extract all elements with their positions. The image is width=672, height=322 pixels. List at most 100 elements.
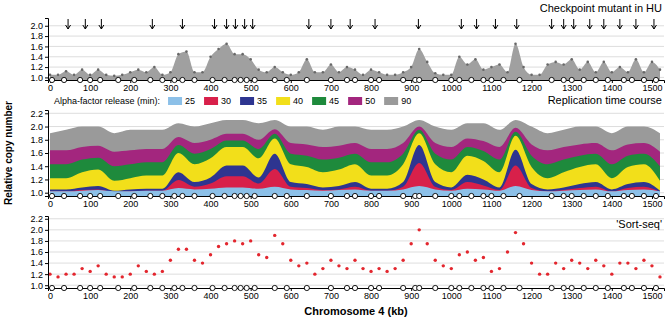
data-point <box>153 272 156 275</box>
data-point <box>193 71 196 74</box>
data-point <box>410 66 413 69</box>
origin-arrow <box>474 19 479 29</box>
origin-marker <box>621 285 626 290</box>
grid <box>48 219 664 285</box>
data-point <box>241 53 244 56</box>
data-point <box>145 270 148 273</box>
data-point <box>610 272 613 275</box>
grid-line <box>48 274 664 275</box>
x-tick-label: 1000 <box>442 199 462 209</box>
data-point <box>442 74 445 77</box>
data-point <box>161 74 164 77</box>
data-point <box>209 253 212 256</box>
x-tick-label: 900 <box>404 291 419 301</box>
y-tick: 1.6 <box>30 247 48 257</box>
origin-arrow <box>233 19 238 29</box>
x-tick-label: 400 <box>204 291 219 301</box>
origin-marker <box>78 285 83 290</box>
data-point <box>362 74 365 77</box>
origin-marker <box>232 285 237 290</box>
origin-marker <box>172 193 177 198</box>
data-point <box>402 71 405 74</box>
origin-marker <box>232 193 237 198</box>
origin-marker <box>88 77 93 82</box>
origin-arrow <box>587 19 592 29</box>
origin-marker <box>284 77 289 82</box>
data-point <box>65 70 68 73</box>
origin-marker <box>344 77 349 82</box>
grid-line <box>48 263 664 264</box>
x-tick-label: 700 <box>324 291 339 301</box>
data-point <box>627 71 630 74</box>
data-point <box>338 71 341 74</box>
y-tick: 2.0 <box>30 122 48 132</box>
data-point <box>121 275 124 278</box>
data-point <box>498 267 501 270</box>
origin-arrow <box>242 19 247 29</box>
origin-marker <box>148 193 153 198</box>
y-tick: 1.0 <box>30 281 48 291</box>
data-point <box>249 239 252 242</box>
origin-marker <box>517 193 522 198</box>
data-point <box>386 74 389 77</box>
y-tick-mark <box>45 67 48 68</box>
data-point <box>80 267 83 270</box>
origin-marker <box>368 285 373 290</box>
origin-marker <box>132 77 137 82</box>
origin-marker <box>457 193 462 198</box>
y-axis: 1.01.21.41.61.82.02.2 <box>30 214 48 290</box>
origin-marker <box>581 77 586 82</box>
y-tick-label: 2.0 <box>30 225 43 235</box>
legend-swatch <box>312 97 326 105</box>
origin-marker <box>98 193 103 198</box>
data-point <box>506 250 509 253</box>
origin-arrow <box>633 19 638 29</box>
origin-marker <box>629 77 634 82</box>
origin-marker <box>629 193 634 198</box>
y-tick-label: 1.6 <box>30 42 43 52</box>
series-area <box>50 145 660 196</box>
x-tick-label: 800 <box>364 291 379 301</box>
data-point <box>522 66 525 69</box>
data-point <box>530 261 533 264</box>
y-tick-mark <box>45 230 48 231</box>
data-point <box>88 270 91 273</box>
origin-arrow <box>99 19 104 29</box>
origin-marker <box>376 77 381 82</box>
origin-marker <box>252 77 257 82</box>
origin-arrow <box>306 19 311 29</box>
y-tick: 2.0 <box>30 225 48 235</box>
origin-marker <box>328 77 333 82</box>
data-point <box>97 68 100 71</box>
origin-marker <box>489 193 494 198</box>
data-point <box>56 275 59 278</box>
origin-marker <box>244 77 249 82</box>
origin-marker <box>629 285 634 290</box>
y-tick-mark <box>45 46 48 47</box>
origin-marker <box>517 77 522 82</box>
origin-arrow <box>601 19 606 29</box>
origin-arrow <box>549 19 554 29</box>
x-tick: 1200 <box>522 288 542 301</box>
origin-marker <box>49 285 54 290</box>
origin-marker <box>78 193 83 198</box>
data-point <box>426 242 429 245</box>
origin-marker <box>352 285 357 290</box>
data-point <box>137 264 140 267</box>
x-tick-label: 500 <box>244 83 259 93</box>
data-point <box>257 253 260 256</box>
data-point <box>209 55 212 58</box>
data-point <box>401 259 404 262</box>
origin-marker <box>98 285 103 290</box>
x-tick-label: 0 <box>48 291 53 301</box>
data-point <box>651 61 654 64</box>
origin-marker <box>160 193 165 198</box>
data-point <box>514 231 517 234</box>
y-axis: 1.01.21.41.61.82.0 <box>30 19 48 83</box>
y-tick: 1.8 <box>30 236 48 246</box>
data-point <box>538 74 541 77</box>
legend-item: 50 <box>348 96 375 106</box>
x-tick-label: 200 <box>123 83 138 93</box>
legend-swatch <box>276 97 290 105</box>
origin-marker <box>433 285 438 290</box>
